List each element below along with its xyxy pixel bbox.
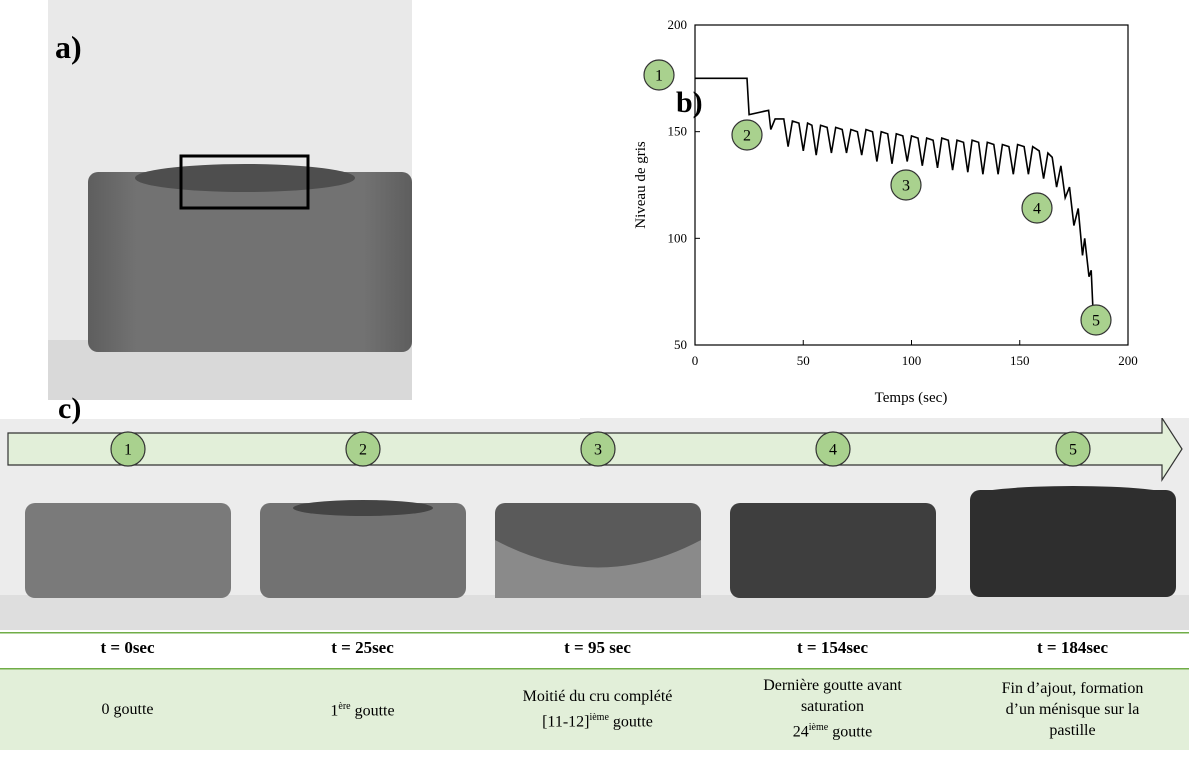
text: 24 <box>792 723 809 741</box>
spacer <box>0 405 580 419</box>
chart-bg <box>580 0 1189 418</box>
sup: ième <box>589 711 609 723</box>
step-badge <box>643 59 675 91</box>
desc-line: Dernière goutte avant <box>763 677 902 695</box>
step-badge <box>731 119 763 151</box>
description: Fin d’ajout, formation d’un ménisque sur … <box>955 668 1189 750</box>
meniscus <box>973 486 1173 506</box>
step-number: 3 <box>594 442 602 459</box>
wet-front <box>495 540 701 598</box>
step-badge <box>110 431 146 467</box>
desc-line: pastille <box>1049 721 1096 739</box>
sample <box>260 503 466 598</box>
sample <box>25 503 231 598</box>
step-number: 4 <box>829 442 837 459</box>
y-tick-label: 100 <box>668 230 688 245</box>
step-number: 4 <box>1033 201 1041 218</box>
step-badge <box>1080 304 1112 336</box>
desc-line: saturation <box>800 698 865 716</box>
step-badge <box>345 431 381 467</box>
base-strip <box>0 595 1189 630</box>
y-tick-label: 50 <box>674 337 687 352</box>
panel-label: c) <box>58 392 81 425</box>
desc-band <box>0 668 1189 750</box>
meniscus <box>293 500 433 516</box>
description: 0 goutte <box>10 668 245 750</box>
desc-line: Moitié du cru complété <box>522 687 673 705</box>
desc-line: Fin d’ajout, formation <box>1001 679 1144 697</box>
step-badge <box>815 431 851 467</box>
sample <box>88 172 412 352</box>
desc-line: d’un ménisque sur la <box>1005 700 1140 718</box>
zoom-box <box>179 154 310 210</box>
panel-label: a) <box>55 29 82 65</box>
text: [11-12] <box>542 713 590 731</box>
step-badge <box>580 431 616 467</box>
sup: ième <box>808 722 829 734</box>
step-number: 5 <box>1092 313 1100 330</box>
step-number: 3 <box>902 178 910 195</box>
time-label: t = 95 sec <box>564 638 631 657</box>
text: 1 <box>330 702 339 720</box>
sample <box>730 503 936 598</box>
x-tick-label: 100 <box>902 353 922 368</box>
separator <box>0 632 1189 634</box>
desc-line: 1ère goutte <box>330 696 394 721</box>
time-label: t = 25sec <box>331 638 394 657</box>
meniscus <box>135 164 355 192</box>
sup: ère <box>338 701 351 713</box>
step-badge <box>1055 431 1091 467</box>
sample <box>970 490 1176 597</box>
description: 1ère goutte <box>245 668 480 750</box>
step-number: 1 <box>655 68 663 85</box>
separator <box>0 668 1189 670</box>
x-tick-label: 200 <box>1118 353 1138 368</box>
step-number: 5 <box>1069 442 1077 459</box>
data-line <box>695 77 1095 320</box>
step-number: 2 <box>359 442 367 459</box>
step-number: 1 <box>124 442 132 459</box>
description: Moitié du cru complété [11-12]ième goutte <box>480 668 715 750</box>
step-number: 2 <box>743 128 751 145</box>
desc-line: 24ième goutte <box>793 717 872 742</box>
time-label: t = 184sec <box>1036 638 1109 657</box>
x-tick-label: 50 <box>797 353 810 368</box>
text: goutte <box>608 713 653 731</box>
x-tick-label: 0 <box>692 353 699 368</box>
step-badge <box>890 169 922 201</box>
step-badge <box>1021 192 1053 224</box>
desc-line: 0 goutte <box>101 700 154 718</box>
text: goutte <box>350 702 395 720</box>
y-axis-label: Niveau de gris <box>633 141 649 229</box>
description: Dernière goutte avant saturation 24ième go… <box>715 668 950 750</box>
x-axis-label: Temps (sec) <box>875 390 948 406</box>
y-tick-label: 150 <box>668 124 688 139</box>
y-tick-label: 200 <box>668 17 688 32</box>
desc-line: [11-12]ième goutte <box>542 707 653 732</box>
time-label: t = 154sec <box>796 638 869 657</box>
x-tick-label: 150 <box>1010 353 1030 368</box>
text: goutte <box>828 723 873 741</box>
time-label: t = 0sec <box>100 638 155 657</box>
panel-label: b) <box>676 86 703 119</box>
